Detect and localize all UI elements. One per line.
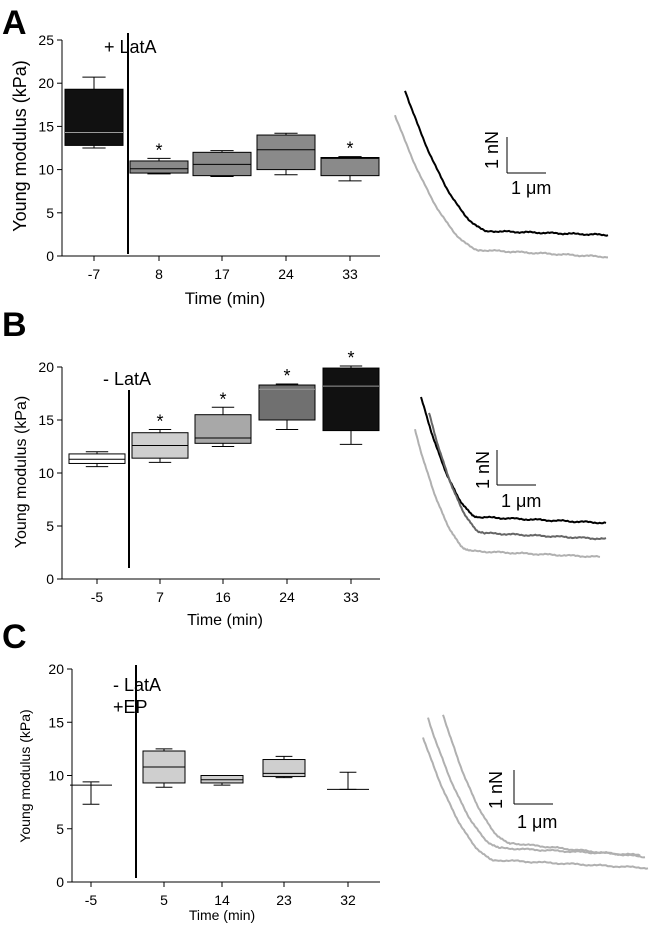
- force-curve-c-2: [442, 714, 646, 859]
- x-tick-label-c: 32: [340, 892, 356, 908]
- x-tick-label-b: 33: [343, 589, 359, 605]
- force-curves-b: [414, 396, 607, 559]
- significance-star: *: [155, 140, 162, 160]
- force-curves-a: [394, 90, 609, 259]
- x-tick-label-b: 24: [279, 589, 295, 605]
- x-tick-label-b: 7: [156, 589, 164, 605]
- box-body: [64, 88, 124, 146]
- distance-scale-label-c: 1 μm: [517, 812, 557, 832]
- force-scale-label-b: 1 nN: [473, 451, 493, 489]
- box-body: [194, 414, 252, 444]
- treatment-label-c: - LatA: [113, 675, 161, 695]
- significance-star: *: [156, 412, 163, 432]
- x-axis-label-c: Time (min): [189, 907, 255, 923]
- y-axis-label-a: Young modulus (kPa): [10, 60, 30, 231]
- distance-scale-label-a: 1 μm: [511, 178, 551, 198]
- box-a-33: *: [320, 139, 380, 182]
- x-tick-label-a: 24: [278, 266, 294, 282]
- y-tick-label-a: 15: [38, 118, 54, 134]
- treatment-label-a: + LatA: [104, 37, 157, 57]
- x-axis-label-a: Time (min): [185, 289, 266, 308]
- y-axis-label-c: Young modulus (kPa): [17, 709, 33, 842]
- box-body: [200, 775, 244, 784]
- force-curve-a-2: [394, 114, 608, 259]
- y-tick-label-c: 5: [56, 821, 64, 837]
- box-b-33: *: [322, 348, 380, 445]
- significance-star: *: [346, 139, 353, 159]
- x-tick-label-c: -5: [85, 892, 98, 908]
- panel-letter-a: A: [2, 4, 27, 42]
- x-tick-label-a: 17: [214, 266, 230, 282]
- box-c-14: [200, 775, 244, 786]
- box-body: [322, 367, 380, 432]
- y-tick-label-c: 20: [48, 661, 64, 677]
- force-scale-label-a: 1 nN: [482, 131, 502, 169]
- box-a-24: [256, 132, 316, 176]
- plot-a: 0 5 10 15 20 25 -7 8 17 24 33 * *: [38, 32, 380, 282]
- plot-c: 0 5 10 15 20 -5 5 14 23 32: [48, 661, 380, 908]
- box-body: [129, 160, 189, 174]
- significance-star: *: [219, 389, 226, 409]
- y-tick-label-a: 20: [38, 75, 54, 91]
- y-tick-label-b: 0: [46, 571, 54, 587]
- box-c--5: [70, 781, 112, 805]
- y-tick-label-c: 10: [48, 768, 64, 784]
- treatment-label-c-2: +EP: [113, 697, 148, 717]
- x-tick-label-c: 23: [276, 892, 292, 908]
- box-c-23: [262, 755, 306, 779]
- panel-a: A Young modulus (kPa) Time (min) + LatA …: [2, 4, 609, 308]
- y-tick-label-a: 5: [46, 205, 54, 221]
- box-body: [258, 384, 316, 421]
- y-tick-label-a: 25: [38, 32, 54, 48]
- x-axis-label-b: Time (min): [187, 612, 263, 629]
- panel-letter-b: B: [2, 306, 27, 344]
- force-curve-b-1: [420, 396, 607, 525]
- box-body: [262, 759, 306, 778]
- y-tick-label-c: 15: [48, 714, 64, 730]
- y-tick-label-a: 0: [46, 248, 54, 264]
- force-curve-a-1: [404, 90, 609, 237]
- significance-star: *: [283, 366, 290, 386]
- x-tick-label-a: 33: [342, 266, 358, 282]
- panel-c: C Young modulus (kPa) Time (min) - LatA …: [2, 618, 649, 923]
- force-curve-b-3: [414, 428, 601, 559]
- panel-b: B Young modulus (kPa) Time (min) - LatA …: [2, 306, 607, 629]
- box-body: [256, 134, 316, 171]
- distance-scale-label-b: 1 μm: [501, 491, 541, 511]
- box-b-24: *: [258, 366, 316, 431]
- y-tick-label-a: 10: [38, 162, 54, 178]
- panel-letter-c: C: [2, 618, 27, 656]
- force-curves-c: [422, 714, 649, 870]
- x-tick-label-a: -7: [88, 266, 101, 282]
- force-curve-c-1: [427, 717, 641, 857]
- y-tick-label-b: 5: [46, 518, 54, 534]
- box-b-7: *: [131, 412, 189, 463]
- box-a--7: [64, 76, 124, 149]
- box-b--5: [68, 451, 126, 468]
- box-b-16: *: [194, 389, 252, 447]
- box-c-32: [327, 771, 369, 790]
- treatment-label-b: - LatA: [103, 369, 151, 389]
- force-curve-b-2: [428, 412, 607, 541]
- significance-star: *: [347, 348, 354, 368]
- box-body: [320, 157, 380, 177]
- box-c-5: [142, 748, 186, 788]
- y-tick-label-b: 15: [38, 412, 54, 428]
- force-curve-c-3: [422, 737, 649, 870]
- box-a-8: *: [129, 140, 189, 175]
- y-tick-label-c: 0: [56, 874, 64, 890]
- x-tick-label-b: -5: [91, 589, 104, 605]
- x-tick-label-c: 5: [160, 892, 168, 908]
- force-scale-label-c: 1 nN: [486, 771, 506, 809]
- box-body: [68, 453, 126, 464]
- box-a-17: [192, 150, 252, 178]
- y-tick-label-b: 20: [38, 359, 54, 375]
- x-tick-label-a: 8: [155, 266, 163, 282]
- x-tick-label-b: 16: [215, 589, 231, 605]
- x-tick-label-c: 14: [214, 892, 230, 908]
- y-tick-label-b: 10: [38, 465, 54, 481]
- y-axis-label-b: Young modulus (kPa): [13, 396, 30, 548]
- plot-b: 0 5 10 15 20 -5 7 16 24 33 * * * *: [38, 348, 380, 605]
